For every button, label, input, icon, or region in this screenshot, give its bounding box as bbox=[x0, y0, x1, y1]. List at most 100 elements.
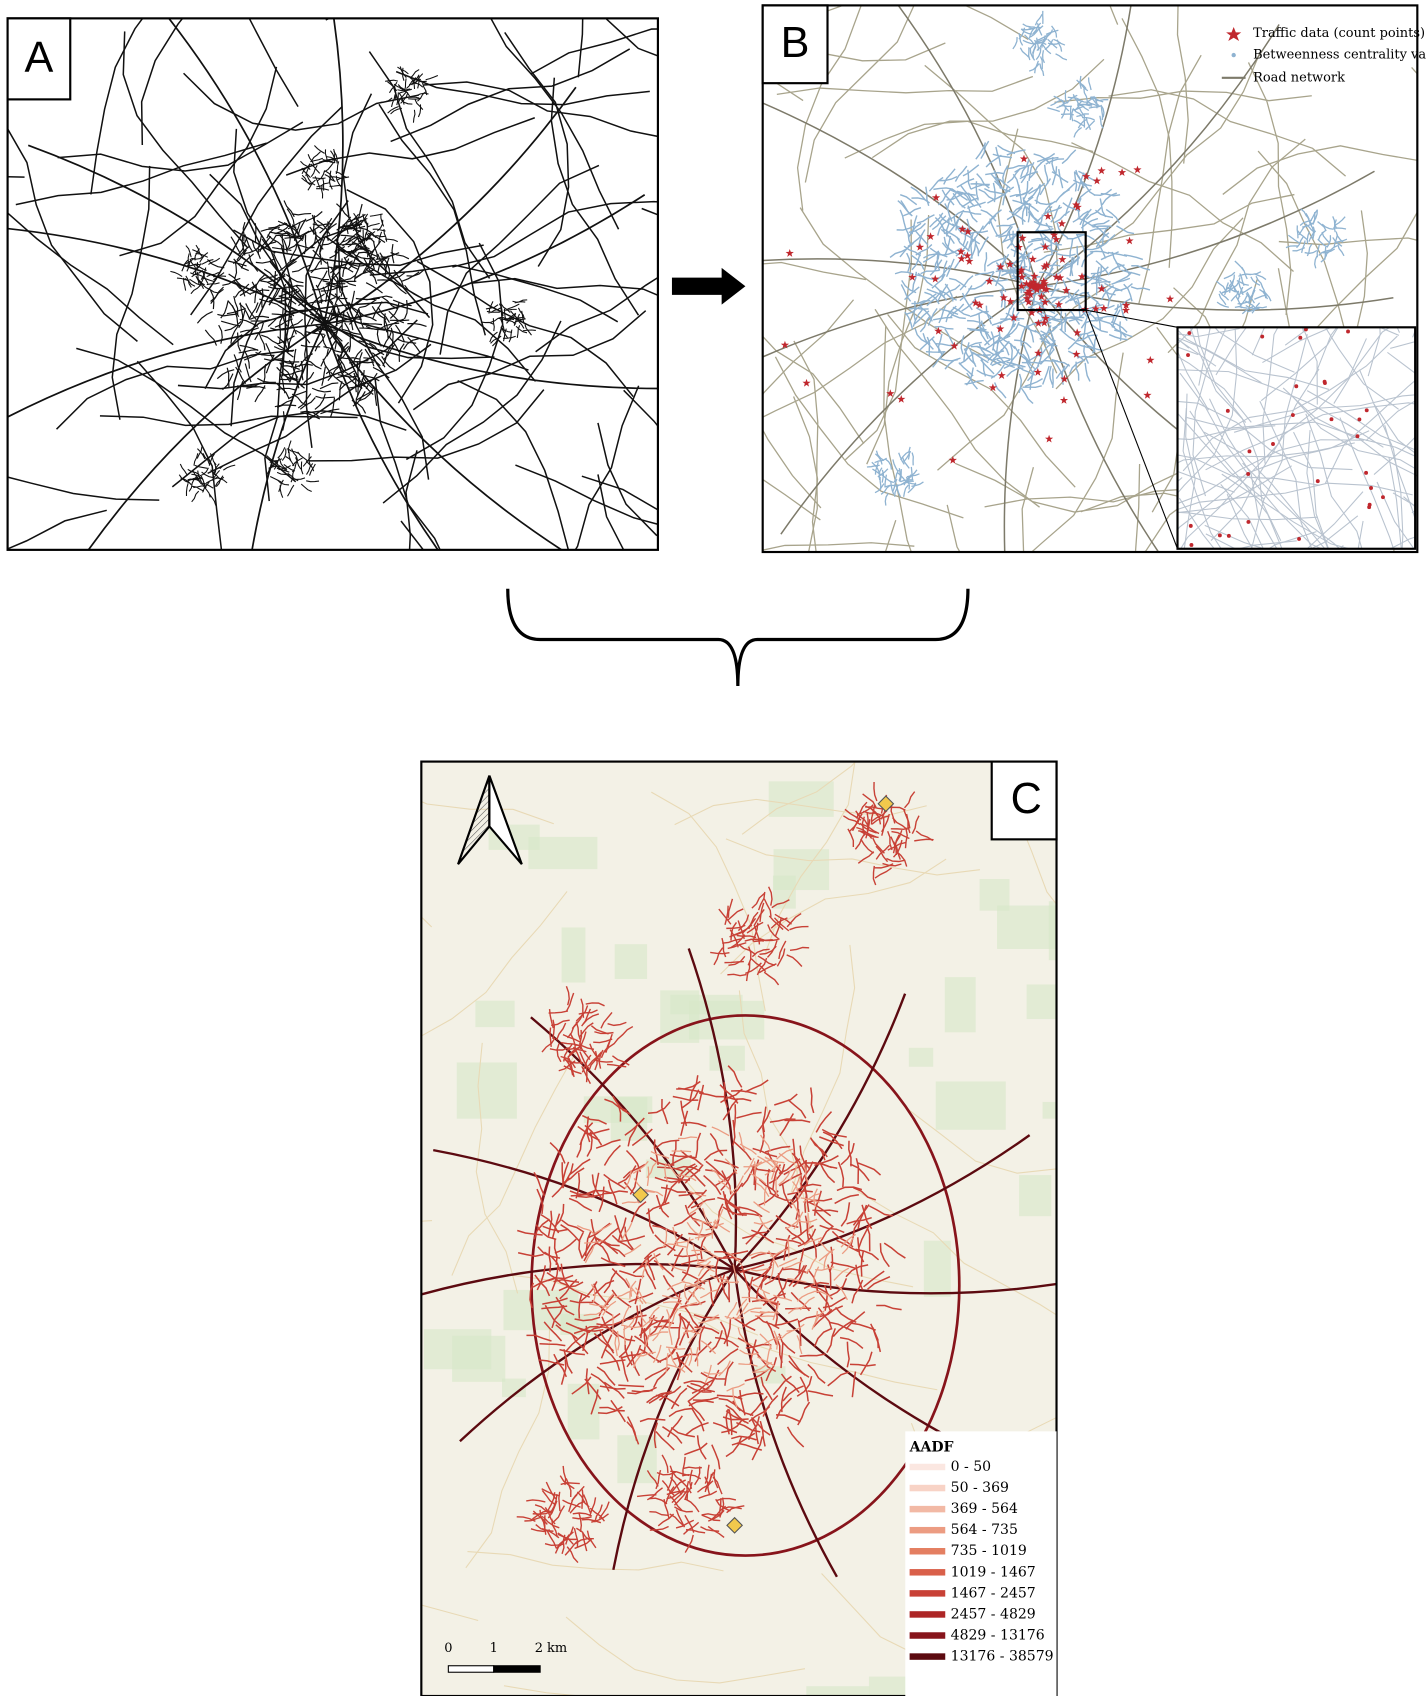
count-point bbox=[916, 243, 924, 251]
scale-label: 1 bbox=[490, 1641, 498, 1656]
field bbox=[936, 1081, 1006, 1129]
legend-symbol bbox=[1226, 27, 1241, 41]
road bbox=[927, 337, 929, 356]
road bbox=[955, 463, 1193, 512]
road bbox=[1057, 40, 1061, 52]
count-point bbox=[1166, 295, 1174, 303]
count-point bbox=[1093, 177, 1101, 185]
legend-swatch bbox=[910, 1464, 946, 1470]
road bbox=[343, 94, 429, 318]
road bbox=[957, 179, 974, 188]
road bbox=[1000, 319, 1019, 320]
road bbox=[1322, 232, 1329, 243]
road bbox=[1081, 182, 1095, 195]
road bbox=[598, 423, 776, 584]
road bbox=[1013, 174, 1020, 192]
road bbox=[186, 276, 192, 288]
road bbox=[292, 214, 311, 215]
road bbox=[1019, 374, 1021, 393]
road bbox=[1037, 25, 1279, 287]
count-point bbox=[1218, 533, 1222, 537]
legend-swatch bbox=[910, 1506, 946, 1512]
road bbox=[912, 453, 913, 466]
legend-swatch bbox=[910, 1527, 946, 1533]
road bbox=[522, 0, 583, 77]
road bbox=[845, 121, 1093, 158]
road bbox=[793, 341, 818, 591]
road bbox=[1315, 256, 1317, 268]
legend-label: Traffic data (count points) bbox=[1253, 26, 1425, 41]
road bbox=[1307, 231, 1309, 244]
road bbox=[624, 390, 802, 574]
road bbox=[531, 28, 777, 74]
road bbox=[904, 485, 909, 497]
road bbox=[186, 483, 188, 496]
count-point bbox=[1045, 435, 1053, 443]
road bbox=[1302, 240, 1305, 252]
road bbox=[199, 468, 208, 476]
count-point bbox=[1297, 537, 1301, 541]
road bbox=[642, 208, 774, 406]
road bbox=[100, 416, 358, 426]
zoom-line bbox=[1086, 310, 1178, 549]
count-point bbox=[1357, 417, 1361, 421]
count-point bbox=[1227, 534, 1231, 538]
road bbox=[257, 378, 276, 382]
road bbox=[313, 178, 326, 179]
road bbox=[1095, 0, 1118, 25]
road bbox=[939, 358, 958, 361]
road bbox=[885, 493, 888, 505]
count-point bbox=[1271, 442, 1275, 446]
field bbox=[709, 1046, 744, 1071]
road bbox=[736, 296, 956, 430]
road bbox=[1077, 246, 1078, 265]
road bbox=[1028, 184, 1040, 199]
count-point bbox=[1260, 335, 1264, 339]
road bbox=[255, 223, 256, 242]
count-point bbox=[1189, 524, 1193, 528]
legend-swatch bbox=[910, 1653, 946, 1659]
road bbox=[1307, 244, 1311, 256]
scale-label: 2 km bbox=[535, 1641, 567, 1656]
road bbox=[978, 326, 991, 340]
road bbox=[794, 396, 830, 650]
road bbox=[316, 189, 329, 190]
road bbox=[1056, 254, 1075, 256]
road bbox=[424, 82, 673, 139]
legend-label: Betweenness centrality value bbox=[1253, 48, 1426, 63]
road bbox=[331, 398, 335, 417]
road bbox=[1109, 90, 1346, 176]
road bbox=[301, 461, 303, 474]
legend-label: 1019 - 1467 bbox=[951, 1564, 1036, 1580]
legend-swatch bbox=[910, 1548, 946, 1554]
panel-label: B bbox=[781, 19, 810, 67]
road bbox=[634, 344, 820, 520]
road bbox=[1114, 330, 1132, 337]
road bbox=[1305, 251, 1317, 254]
road bbox=[1047, 108, 1059, 112]
road bbox=[1029, 47, 1030, 60]
field bbox=[909, 1048, 933, 1067]
road bbox=[322, 186, 323, 199]
count-point bbox=[1190, 543, 1194, 547]
road bbox=[1056, 189, 1070, 202]
field bbox=[1043, 1102, 1116, 1119]
road bbox=[528, 386, 639, 617]
road bbox=[945, 329, 954, 346]
brace bbox=[508, 589, 968, 686]
legend-label: Road network bbox=[1253, 70, 1345, 85]
road bbox=[1279, 238, 1426, 283]
count-point bbox=[1368, 503, 1372, 507]
road bbox=[292, 449, 298, 460]
road bbox=[1016, 187, 1033, 196]
road bbox=[1077, 297, 1080, 316]
road bbox=[1091, 220, 1109, 225]
field bbox=[615, 944, 647, 979]
road bbox=[170, 271, 182, 276]
road bbox=[250, 316, 269, 319]
road bbox=[1026, 325, 1033, 343]
legend-label: 50 - 369 bbox=[951, 1480, 1009, 1496]
field bbox=[475, 1001, 514, 1027]
legend-label: 13176 - 38579 bbox=[951, 1649, 1054, 1665]
count-point bbox=[1323, 381, 1327, 385]
